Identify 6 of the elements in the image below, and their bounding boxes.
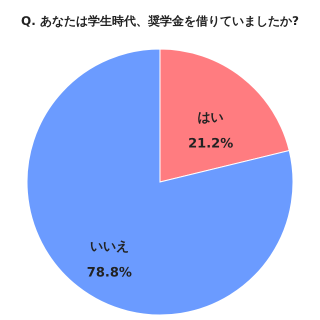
slice-label: いいえ (90, 239, 129, 254)
slice-label: はい (198, 110, 224, 126)
data-label: 78.8% (86, 265, 132, 280)
data-label: 21.2% (188, 136, 234, 152)
chart-title: Q. あなたは学生時代、奨学金を借りていましたか? (21, 14, 299, 28)
pie-slice (26, 48, 294, 316)
